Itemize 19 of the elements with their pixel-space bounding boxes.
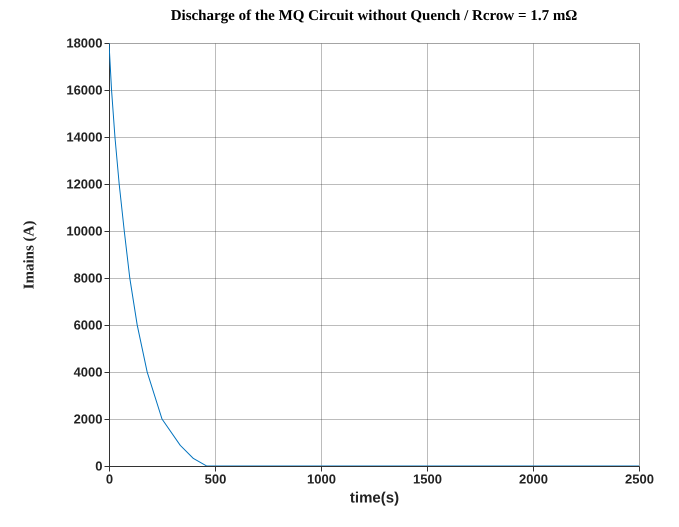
y-tick-label: 16000 (66, 82, 102, 98)
x-axis-title: time(s) (350, 490, 400, 506)
y-tick-label: 4000 (74, 364, 102, 380)
x-tick-label: 2500 (625, 472, 654, 486)
x-tick-label: 1000 (307, 472, 336, 486)
y-tick-label: 12000 (66, 176, 102, 192)
y-tick-label: 6000 (74, 318, 102, 332)
y-tick-label: 0 (95, 458, 102, 474)
y-tick-label: 2000 (74, 412, 102, 426)
y-tick-label: 10000 (66, 224, 102, 238)
x-tick-label: 2000 (519, 472, 548, 486)
y-tick-label: 14000 (66, 130, 102, 144)
y-tick-label: 8000 (74, 270, 102, 286)
x-tick-label: 0 (106, 472, 114, 486)
x-tick-label: 1500 (413, 472, 442, 486)
y-tick-label: 18000 (66, 36, 102, 50)
chart-title: Discharge of the MQ Circuit without Quench / Rcrow = 1.7 mΩ (170, 8, 578, 24)
y-axis-title: Imains (A) (21, 220, 38, 290)
x-tick-label: 500 (204, 472, 226, 486)
